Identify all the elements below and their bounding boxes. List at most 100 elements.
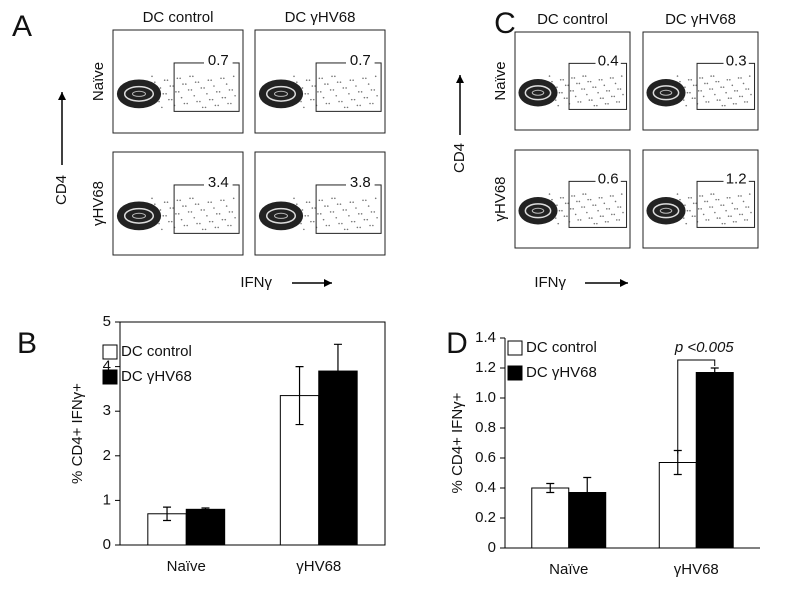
event-dot bbox=[620, 75, 623, 77]
event-dot bbox=[210, 201, 212, 204]
event-dot bbox=[726, 78, 729, 81]
event-dot bbox=[598, 196, 601, 199]
event-dot bbox=[177, 213, 180, 215]
event-dot bbox=[676, 75, 679, 77]
event-dot bbox=[618, 219, 621, 221]
error-bar bbox=[333, 343, 342, 399]
event-dot bbox=[303, 106, 305, 109]
error-bar bbox=[583, 476, 592, 509]
event-dot bbox=[186, 102, 189, 105]
row-label: γHV68 bbox=[90, 181, 107, 226]
event-dot bbox=[376, 94, 378, 97]
event-dot bbox=[734, 90, 736, 92]
event-dot bbox=[562, 196, 565, 199]
event-dot bbox=[311, 207, 314, 209]
event-dot bbox=[613, 213, 616, 216]
event-dot bbox=[339, 81, 342, 83]
event-dot bbox=[721, 104, 724, 107]
error-bar bbox=[546, 482, 555, 494]
event-dot bbox=[328, 102, 331, 105]
gate-label-bg bbox=[346, 172, 375, 194]
event-dot bbox=[618, 101, 621, 103]
event-dot bbox=[732, 102, 735, 105]
event-dot bbox=[706, 82, 709, 85]
event-dot bbox=[619, 88, 622, 90]
event-dot bbox=[220, 199, 222, 202]
event-dot bbox=[342, 209, 345, 211]
event-dot bbox=[183, 224, 186, 227]
event-dot bbox=[556, 204, 558, 206]
x-tick-label: Naïve bbox=[549, 561, 588, 578]
event-dot bbox=[750, 93, 752, 96]
event-dot bbox=[199, 222, 201, 225]
event-dot bbox=[200, 209, 203, 211]
y-tick-label: 5 bbox=[103, 313, 111, 330]
population bbox=[116, 79, 162, 109]
event-dot bbox=[578, 82, 581, 85]
event-dot bbox=[154, 203, 156, 205]
event-dot bbox=[717, 80, 720, 83]
event-dot bbox=[743, 101, 746, 103]
event-dot bbox=[180, 218, 183, 221]
legend-swatch bbox=[102, 344, 118, 360]
x-tick-label: Naïve bbox=[167, 558, 206, 575]
event-dot bbox=[163, 79, 166, 82]
event-dot bbox=[208, 220, 211, 223]
event-dot bbox=[328, 224, 331, 227]
event-dot bbox=[373, 89, 376, 91]
event-dot bbox=[566, 97, 568, 100]
event-dot bbox=[305, 201, 308, 204]
event-dot bbox=[224, 218, 227, 221]
event-dot bbox=[559, 196, 562, 199]
event-dot bbox=[327, 205, 329, 207]
event-dot bbox=[569, 208, 572, 210]
legend-label: DC control bbox=[526, 339, 597, 356]
event-dot bbox=[699, 195, 701, 197]
event-dot bbox=[166, 201, 169, 204]
event-dot bbox=[707, 101, 710, 103]
event-dot bbox=[339, 203, 342, 205]
event-dot bbox=[307, 214, 309, 217]
population bbox=[518, 79, 558, 107]
population bbox=[646, 197, 686, 225]
event-dot bbox=[325, 102, 328, 105]
event-dot bbox=[218, 213, 221, 215]
event-dot bbox=[610, 213, 613, 216]
bar bbox=[695, 372, 734, 549]
event-dot bbox=[685, 222, 688, 225]
event-dot bbox=[615, 219, 618, 221]
event-dot bbox=[597, 209, 599, 212]
event-dot bbox=[197, 203, 200, 205]
event-dot bbox=[185, 205, 187, 207]
contour bbox=[524, 85, 552, 101]
event-dot bbox=[597, 91, 599, 94]
event-dot bbox=[732, 220, 735, 223]
event-dot bbox=[720, 86, 722, 88]
legend-swatch bbox=[102, 369, 118, 385]
event-dot bbox=[716, 99, 719, 101]
event-dot bbox=[578, 200, 581, 203]
event-dot bbox=[317, 91, 319, 93]
event-dot bbox=[190, 211, 193, 213]
event-dot bbox=[304, 214, 307, 217]
event-dot bbox=[622, 93, 624, 96]
event-dot bbox=[200, 87, 203, 89]
event-dot bbox=[225, 205, 228, 207]
error-bar bbox=[163, 506, 172, 522]
event-dot bbox=[367, 205, 370, 207]
annotation: p <0.005 bbox=[674, 339, 734, 356]
event-dot bbox=[356, 226, 359, 229]
event-dot bbox=[561, 209, 563, 212]
event-dot bbox=[353, 98, 356, 101]
event-dot bbox=[697, 90, 700, 92]
gate-value: 0.3 bbox=[726, 52, 747, 69]
significance-bracket bbox=[677, 359, 716, 454]
event-dot bbox=[587, 80, 589, 83]
event-dot bbox=[582, 75, 584, 77]
y-tick-label: 1.2 bbox=[475, 359, 496, 376]
event-dot bbox=[301, 87, 304, 89]
event-dot bbox=[709, 88, 711, 90]
event-dot bbox=[558, 91, 561, 94]
y-tick-label: 3 bbox=[103, 402, 111, 419]
event-dot bbox=[725, 91, 727, 94]
